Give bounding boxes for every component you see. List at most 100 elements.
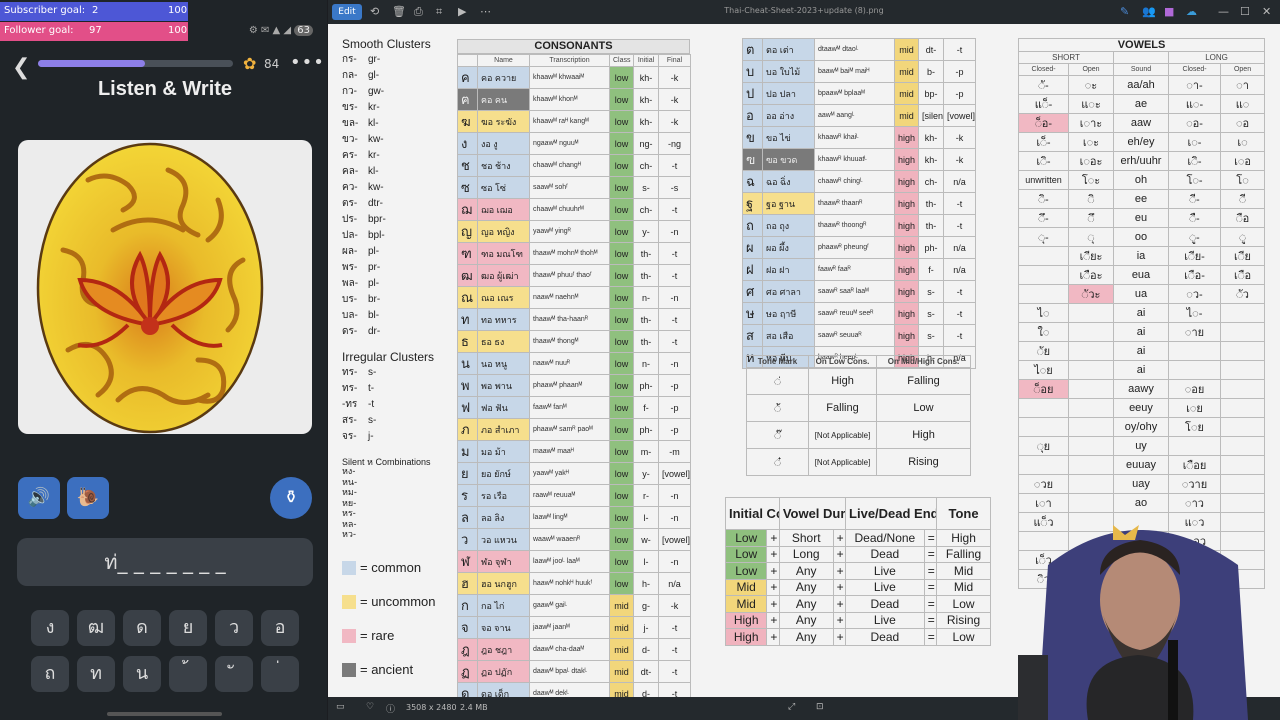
tone-rule-row: High + Any + Live = Rising	[724, 611, 991, 629]
cloud-icon[interactable]: ☁	[1186, 5, 1197, 18]
print-icon[interactable]: ⎙	[414, 5, 423, 18]
consonant-transcription: daawᴹ cha-daaᴹ	[529, 638, 610, 661]
delete-icon[interactable]: 🗑	[392, 5, 406, 18]
consonant-initial: l-	[633, 506, 659, 529]
letter-key[interactable]: ถ	[31, 656, 69, 692]
vowel-row: oy/ohy โ◌ย	[1018, 417, 1266, 437]
tone-mark-row: ◌้ Falling Low	[746, 394, 971, 422]
letter-key[interactable]: ย	[169, 610, 207, 646]
consonant-final: -t	[658, 616, 691, 639]
more-options-icon[interactable]: •••	[290, 52, 325, 73]
consonant-class: mid	[609, 594, 634, 617]
consonant-letter: บ	[742, 60, 763, 83]
tone-rule-cell: Any	[778, 611, 834, 629]
consonant-initial: th-	[918, 214, 944, 237]
edit-button[interactable]: Edit	[332, 4, 362, 20]
plus-sign: +	[766, 562, 780, 580]
consonant-class: low	[609, 440, 634, 463]
col-initial: Initial	[633, 54, 659, 67]
letter-key[interactable]: ั	[215, 656, 253, 692]
plus-sign: +	[766, 545, 780, 563]
heart-icon[interactable]: ♡	[366, 702, 375, 712]
back-arrow-icon[interactable]: ❮	[12, 55, 31, 80]
vowel-cell: ◌ิ-	[1018, 189, 1069, 209]
consonant-letter: ฐ	[742, 192, 763, 215]
fit-icon[interactable]: ⤢	[788, 702, 796, 712]
vowel-cell: ◌อ-	[1168, 113, 1221, 133]
plus-sign: +	[832, 529, 847, 547]
consonant-class: low	[609, 66, 634, 89]
store-icon[interactable]: ■	[1164, 5, 1175, 18]
cluster-item: ดร-	[342, 326, 358, 337]
cluster-item: dr-	[368, 326, 381, 337]
speaker-play-button[interactable]: 🔊	[18, 477, 60, 519]
letter-key[interactable]: ้	[169, 656, 207, 692]
vowel-cell: erh/uuhr	[1113, 151, 1169, 171]
cluster-item: bl-	[368, 310, 380, 321]
tone-mark-row: ◌๊ [Not Applicable] High	[746, 421, 971, 449]
rotate-icon[interactable]: ⟲	[370, 5, 380, 18]
people-icon[interactable]: 👥	[1142, 5, 1156, 18]
answer-field[interactable]: ท่_ _ _ _ _ _ _	[17, 538, 313, 586]
consonant-row: ดดอ เด็ก daawᴹ dekᴸ mid d- -t	[457, 682, 691, 697]
cluster-item: ตร-	[342, 198, 358, 209]
vowel-cell: eu	[1113, 208, 1169, 228]
consonant-row: พพอ พาน phaawᴹ phaanᴹ low ph- -p	[457, 374, 691, 397]
legend-label: = ancient	[360, 662, 414, 677]
consonant-transcription: waawᴹ waaenᴿ	[529, 528, 610, 551]
image-icon[interactable]: ▭	[336, 702, 345, 712]
vowel-cell	[1219, 341, 1266, 361]
letter-key[interactable]: ง	[31, 610, 69, 646]
consonant-transcription: daawᴹ bpaᴸ dtakᴸ	[529, 660, 610, 683]
consonant-row: ณณอ เณร naawᴹ naehnᴹ low n- -n	[457, 286, 691, 309]
slow-play-button[interactable]: 🐌	[67, 477, 109, 519]
letter-key[interactable]: ด	[123, 610, 161, 646]
follower-goal-bar: Follower goal: 97 100	[0, 22, 188, 41]
consonant-final: -n	[658, 286, 691, 309]
cluster-item: kr-	[368, 102, 380, 113]
video-icon[interactable]: ▶	[458, 5, 467, 18]
vowel-cell: ◌อ	[1219, 113, 1266, 133]
consonant-class: low	[609, 308, 634, 331]
letter-key[interactable]: น	[123, 656, 161, 692]
letter-key[interactable]: ่	[261, 656, 299, 692]
consonant-transcription: gaawᴹ gaiᴸ	[529, 594, 610, 617]
letter-key[interactable]: อ	[261, 610, 299, 646]
vowel-row: eeuy เ◌ย	[1018, 398, 1266, 418]
vowel-cell: เ◌็-	[1018, 132, 1069, 152]
letter-key[interactable]: ท	[77, 656, 115, 692]
lesson-progress-fill	[38, 60, 146, 67]
letter-key[interactable]: ฒ	[77, 610, 115, 646]
consonant-row: ฎฎอ ชฎา daawᴹ cha-daaᴹ mid d- -t	[457, 638, 691, 661]
consonant-final: -t	[658, 242, 691, 265]
vowel-cell	[1068, 417, 1114, 437]
zoom-icon[interactable]: ⊡	[816, 702, 824, 712]
consonant-initial: f-	[918, 258, 944, 281]
consonant-name: นอ หนู	[477, 352, 530, 375]
letter-key[interactable]: ว	[215, 610, 253, 646]
consonant-class: mid	[894, 38, 919, 61]
tone-mark-cell: High	[808, 367, 877, 395]
consonant-transcription: phaawᴹ phaanᴹ	[529, 374, 610, 397]
more-icon[interactable]: ⋯	[480, 5, 491, 18]
consonant-initial: ph-	[918, 236, 944, 259]
cluster-item: pl-	[368, 278, 380, 289]
minimize-icon[interactable]: —	[1218, 5, 1229, 18]
tone-rule-cell: Live	[845, 578, 925, 596]
crop-icon[interactable]: ⌗	[436, 5, 443, 18]
hint-button[interactable]: ⚱	[270, 477, 312, 519]
consonant-class: low	[609, 484, 634, 507]
info-icon[interactable]: ⓘ	[386, 705, 396, 715]
equals-sign: =	[923, 529, 938, 547]
maximize-icon[interactable]: ☐	[1240, 5, 1250, 18]
close-icon[interactable]: ✕	[1262, 5, 1272, 18]
cluster-item: สร-	[342, 415, 357, 426]
tone-rule-row: Mid + Any + Dead = Low	[724, 595, 991, 613]
cluster-item: -ทร	[342, 399, 358, 410]
cluster-item: ขล-	[342, 118, 359, 129]
pen-icon[interactable]: ✎	[1120, 5, 1130, 18]
vowel-cell	[1018, 455, 1069, 475]
consonant-name: จอ จาน	[477, 616, 530, 639]
tone-rule-row: Low + Short + Dead/None = High	[724, 529, 991, 547]
cluster-item: ปล-	[342, 230, 358, 241]
